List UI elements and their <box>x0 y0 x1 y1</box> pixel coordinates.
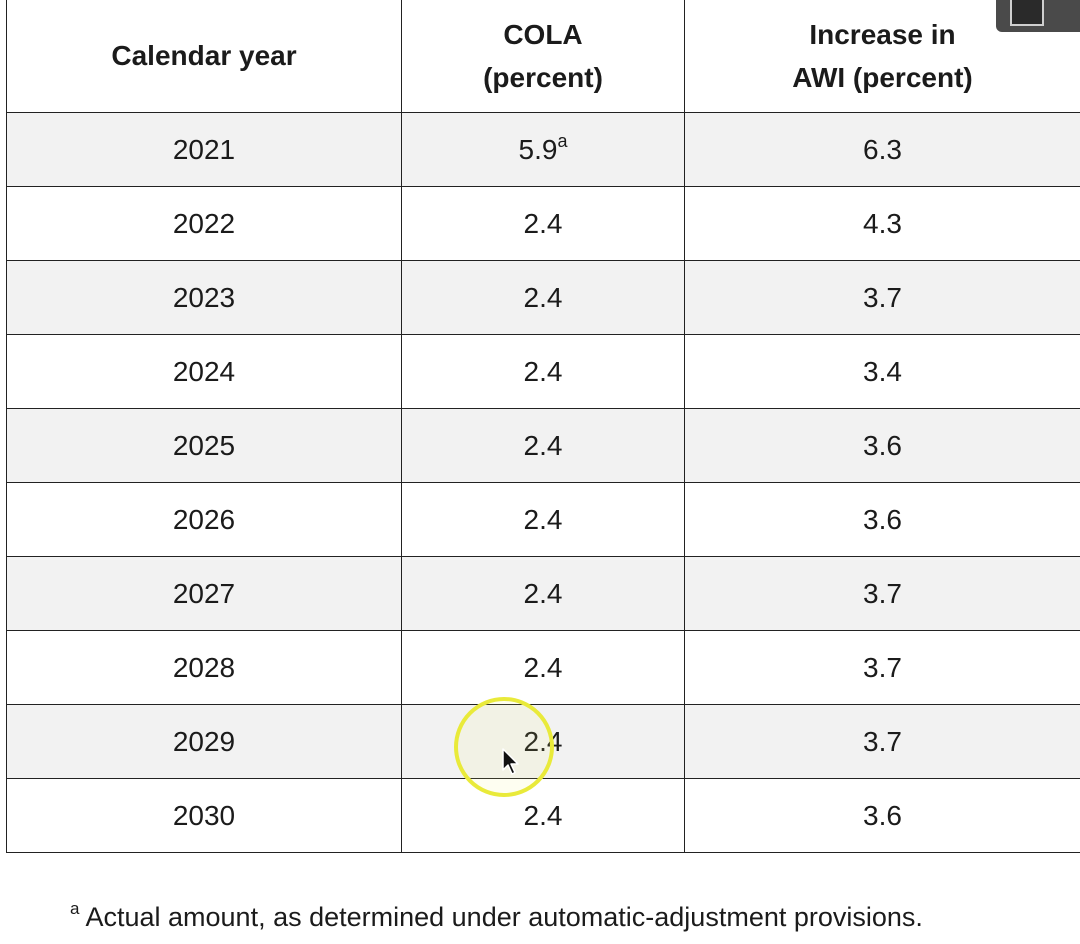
year-cell: 2026 <box>6 482 402 557</box>
footnote-mark: a <box>70 899 80 918</box>
cola-cell: 2.4 <box>401 556 685 631</box>
cola-cell: 2.4 <box>401 482 685 557</box>
cola-cell: 2.4 <box>401 260 685 335</box>
cola-cell: 2.4 <box>401 408 685 483</box>
awi-cell: 4.3 <box>684 186 1080 261</box>
awi-cell: 3.4 <box>684 334 1080 409</box>
year-cell: 2021 <box>6 112 402 187</box>
header-calendar-year: Calendar year <box>6 0 402 113</box>
year-cell: 2028 <box>6 630 402 705</box>
year-cell: 2022 <box>6 186 402 261</box>
table-row: 2022 2.4 4.3 <box>6 186 1080 261</box>
header-calendar-year-label: Calendar year <box>111 40 297 71</box>
cola-cell: 5.9a <box>401 112 685 187</box>
cola-cell: 2.4 <box>401 334 685 409</box>
year-cell: 2023 <box>6 260 402 335</box>
header-awi-line2: AWI (percent) <box>792 61 973 93</box>
table-row: 2027 2.4 3.7 <box>6 556 1080 631</box>
table-row: 2025 2.4 3.6 <box>6 408 1080 483</box>
awi-cell: 3.6 <box>684 482 1080 557</box>
table-row: 2030 2.4 3.6 <box>6 778 1080 853</box>
awi-cell: 3.6 <box>684 408 1080 483</box>
footnote-text: Actual amount, as determined under autom… <box>85 902 923 932</box>
header-cola-line2: (percent) <box>483 61 603 93</box>
year-cell: 2029 <box>6 704 402 779</box>
table-footnote: a Actual amount, as determined under auto… <box>70 899 923 933</box>
year-cell: 2024 <box>6 334 402 409</box>
table-row: 2023 2.4 3.7 <box>6 260 1080 335</box>
header-row: Calendar year COLA (percent) Increase in… <box>6 0 1080 113</box>
video-thumbnail-overlay[interactable] <box>996 0 1080 32</box>
awi-cell: 3.7 <box>684 630 1080 705</box>
year-cell: 2025 <box>6 408 402 483</box>
cola-cell: 2.4 <box>401 704 685 779</box>
header-cola: COLA (percent) <box>401 0 685 113</box>
header-awi-line1: Increase in <box>809 18 956 50</box>
cola-awi-table: Calendar year COLA (percent) Increase in… <box>6 0 1080 853</box>
year-cell: 2030 <box>6 778 402 853</box>
awi-cell: 3.7 <box>684 260 1080 335</box>
footnote-marker: a <box>557 130 568 151</box>
table-row: 2028 2.4 3.7 <box>6 630 1080 705</box>
cola-cell: 2.4 <box>401 186 685 261</box>
table-row: 2029 2.4 3.7 <box>6 704 1080 779</box>
table-row: 2026 2.4 3.6 <box>6 482 1080 557</box>
cola-cell: 2.4 <box>401 778 685 853</box>
awi-cell: 3.7 <box>684 556 1080 631</box>
awi-cell: 3.6 <box>684 778 1080 853</box>
table-row: 2024 2.4 3.4 <box>6 334 1080 409</box>
table-row: 2021 5.9a 6.3 <box>6 112 1080 187</box>
awi-cell: 6.3 <box>684 112 1080 187</box>
cola-cell: 2.4 <box>401 630 685 705</box>
header-cola-line1: COLA <box>503 18 583 50</box>
cola-value: 5.9 <box>518 133 558 165</box>
thumbnail-frame-icon <box>1010 0 1044 26</box>
awi-cell: 3.7 <box>684 704 1080 779</box>
year-cell: 2027 <box>6 556 402 631</box>
